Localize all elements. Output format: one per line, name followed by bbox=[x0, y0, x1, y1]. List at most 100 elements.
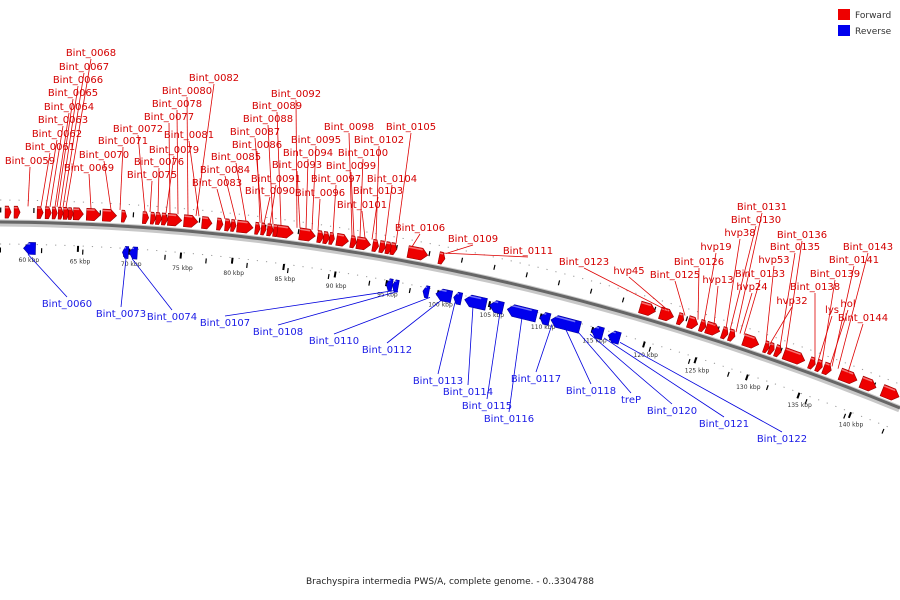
gene-label: Bint_0061 bbox=[25, 142, 75, 153]
label-leader-line bbox=[263, 196, 271, 224]
label-leader-line bbox=[59, 85, 79, 208]
label-leader-line bbox=[386, 299, 443, 344]
legend-forward-label: Forward bbox=[855, 11, 891, 21]
forward-gene bbox=[224, 218, 232, 232]
label-leader-line bbox=[359, 158, 364, 238]
ruler-tick-mark bbox=[693, 357, 698, 364]
gene-label: Bint_0118 bbox=[566, 386, 616, 397]
ruler-tick-mark bbox=[179, 252, 183, 259]
forward-gene bbox=[201, 216, 213, 230]
label-leader-line bbox=[149, 180, 153, 213]
gene-label: Bint_0098 bbox=[324, 122, 374, 133]
gene-label: Bint_0105 bbox=[386, 122, 436, 133]
label-leader-line bbox=[437, 302, 456, 375]
label-leader-line bbox=[40, 152, 51, 207]
label-leader-line bbox=[735, 212, 763, 333]
label-leader-line bbox=[62, 72, 85, 208]
gene-label: Bint_0115 bbox=[462, 401, 512, 412]
gene-label: Bint_0126 bbox=[674, 257, 724, 268]
gene-label: Bint_0070 bbox=[79, 150, 129, 161]
forward-gene bbox=[355, 236, 372, 251]
gene-label: Bint_0113 bbox=[413, 376, 463, 387]
ruler-tick-label: 85 kbp bbox=[275, 276, 296, 283]
gene-label: Bint_0071 bbox=[98, 136, 148, 147]
gene-label: Bint_0078 bbox=[152, 99, 202, 110]
label-leader-line bbox=[739, 292, 753, 334]
gene-label: Bint_0067 bbox=[59, 62, 109, 73]
label-leader-line bbox=[235, 162, 247, 222]
genome-backbone bbox=[0, 199, 900, 437]
forward-gene bbox=[149, 211, 157, 225]
gene-label: Bint_0079 bbox=[149, 145, 199, 156]
label-leader-line bbox=[535, 324, 553, 373]
gene-label: Bint_0121 bbox=[699, 419, 749, 430]
backbone-line bbox=[0, 220, 900, 410]
label-leader-line bbox=[27, 254, 68, 298]
ruler-tick-label: 95 kbp bbox=[377, 292, 398, 299]
gene-label: hvp53 bbox=[758, 255, 789, 266]
forward-gene bbox=[704, 320, 721, 336]
forward-gene bbox=[807, 356, 816, 370]
ruler-tick-label: 120 kbp bbox=[634, 352, 659, 359]
forward-gene bbox=[675, 312, 685, 326]
forward-gene bbox=[821, 361, 832, 376]
gene-label: hvp38 bbox=[724, 228, 755, 239]
gene-label: Bint_0086 bbox=[232, 140, 282, 151]
gene-label: Bint_0060 bbox=[42, 299, 92, 310]
forward-gene bbox=[4, 205, 12, 219]
label-leader-line bbox=[829, 309, 849, 366]
ruler-tick-label: 105 kbp bbox=[480, 312, 505, 319]
label-leader-line bbox=[186, 96, 189, 216]
label-leader-line bbox=[45, 139, 58, 207]
label-leader-line bbox=[131, 258, 173, 311]
label-leader-line bbox=[674, 280, 686, 316]
gene-label: hvp19 bbox=[700, 242, 731, 253]
label-leader-line bbox=[27, 166, 31, 207]
label-leader-line bbox=[837, 252, 869, 369]
label-leader-line bbox=[395, 132, 412, 244]
label-leader-line bbox=[295, 99, 298, 228]
forward-gene bbox=[858, 375, 877, 392]
forward-gene bbox=[161, 212, 169, 226]
gene-label: Bint_0068 bbox=[66, 48, 116, 59]
gene-label: Bint_0095 bbox=[291, 135, 341, 146]
label-leader-line bbox=[375, 145, 380, 241]
reverse-gene bbox=[506, 304, 539, 323]
gene-label: Bint_0069 bbox=[64, 163, 114, 174]
gene-label: Bint_0135 bbox=[770, 242, 820, 253]
label-leader-line bbox=[411, 233, 421, 247]
ruler-tick-label: 130 kbp bbox=[736, 384, 761, 391]
gene-label: Bint_0080 bbox=[162, 86, 212, 97]
gene-label: lys bbox=[825, 305, 839, 316]
gene-label: hvp45 bbox=[613, 266, 644, 277]
ruler-tick-label: 75 kbp bbox=[172, 265, 193, 272]
gene-label: Bint_0063 bbox=[38, 115, 88, 126]
forward-gene bbox=[814, 358, 823, 373]
gene-label: Bint_0109 bbox=[448, 234, 498, 245]
ruler-tick-label: 125 kbp bbox=[685, 367, 710, 374]
gene-label: hol bbox=[840, 299, 855, 310]
forward-gene bbox=[57, 206, 64, 220]
gene-label: Bint_0072 bbox=[113, 124, 163, 135]
forward-gene bbox=[378, 240, 386, 254]
label-leader-line bbox=[443, 252, 529, 258]
label-leader-line bbox=[350, 171, 355, 237]
ruler-tick-mark bbox=[487, 300, 492, 308]
gene-label: Bint_0125 bbox=[650, 270, 700, 281]
forward-gene bbox=[236, 219, 254, 234]
gene-label: Bint_0120 bbox=[647, 406, 697, 417]
gene-label: Bint_0100 bbox=[338, 148, 388, 159]
forward-gene bbox=[406, 245, 429, 261]
label-leader-line bbox=[817, 315, 833, 362]
reverse-gene bbox=[392, 279, 400, 293]
gene-label: Bint_0122 bbox=[757, 434, 807, 445]
reverse-gene bbox=[435, 288, 454, 304]
gene-label: Bint_0108 bbox=[253, 327, 303, 338]
ruler-tick-mark bbox=[796, 392, 801, 399]
gene-label: Bint_0074 bbox=[147, 312, 197, 323]
label-leader-line bbox=[224, 290, 395, 317]
label-leader-line bbox=[120, 258, 127, 308]
reverse-gene bbox=[590, 325, 605, 340]
forward-gene bbox=[216, 217, 224, 231]
forward-gene bbox=[322, 231, 330, 245]
